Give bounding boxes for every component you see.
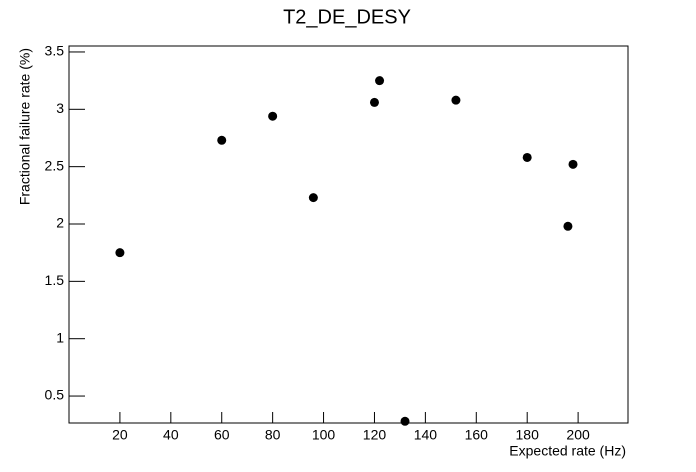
x-tick-label: 140 (414, 427, 438, 443)
x-tick-label: 80 (265, 427, 281, 443)
x-tick-label: 160 (465, 427, 489, 443)
x-tick-label: 40 (163, 427, 179, 443)
data-point (217, 135, 227, 145)
data-point (563, 221, 573, 231)
y-tick-label: 3.5 (45, 43, 65, 59)
data-point (375, 76, 385, 86)
y-tick-label: 0.5 (45, 387, 65, 403)
x-tick-label: 120 (363, 427, 387, 443)
x-tick-label: 20 (112, 427, 128, 443)
x-tick-label: 60 (214, 427, 230, 443)
data-point (369, 97, 379, 107)
data-point (451, 95, 461, 105)
y-tick-label: 1 (56, 329, 64, 345)
data-point (115, 248, 125, 258)
chart-title: T2_DE_DESY (283, 6, 411, 28)
x-tick-label: 100 (312, 427, 336, 443)
x-tick-label: 180 (516, 427, 540, 443)
y-tick-label: 3 (56, 100, 64, 116)
y-tick-label: 2.5 (45, 157, 65, 173)
data-point (308, 193, 318, 203)
y-axis-label: Fractional failure rate (%) (17, 48, 33, 205)
data-point (522, 152, 532, 162)
plot-frame (68, 45, 629, 424)
x-axis-label: Expected rate (Hz) (509, 443, 626, 459)
data-point (568, 159, 578, 169)
y-tick-label: 2 (56, 215, 64, 231)
data-point (268, 111, 278, 121)
data-point (400, 416, 410, 426)
y-tick-label: 1.5 (45, 272, 65, 288)
x-tick-label: 200 (566, 427, 590, 443)
